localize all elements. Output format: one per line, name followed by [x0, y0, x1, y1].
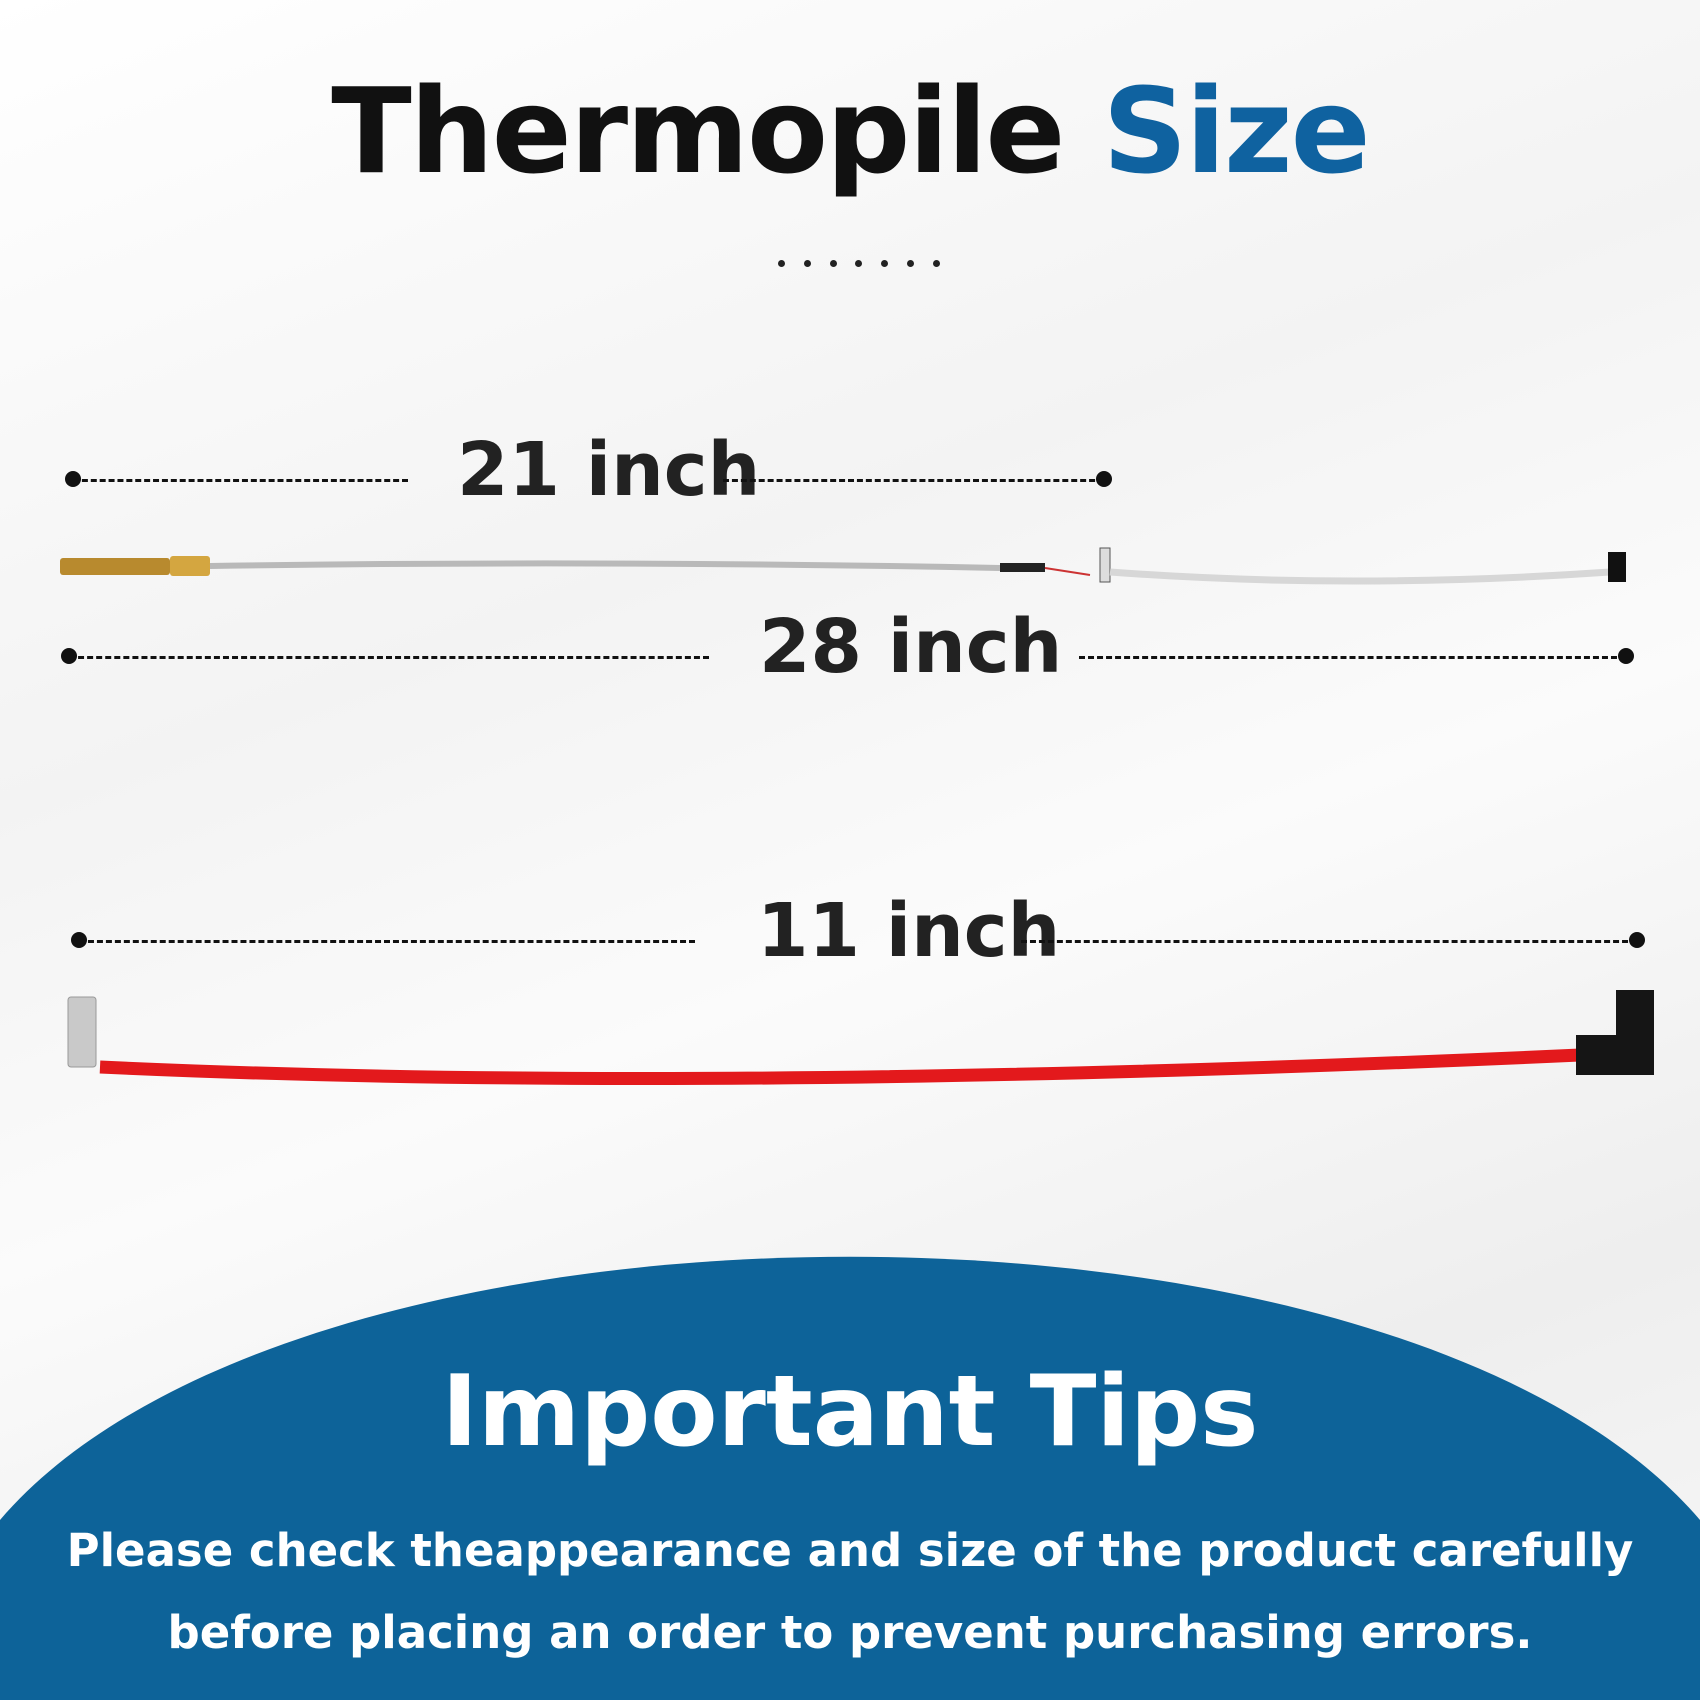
- dimension-line: [69, 656, 709, 659]
- dimension-endpoint: [1618, 648, 1634, 664]
- dimension-label: 11 inch: [757, 888, 1061, 974]
- tips-line-1: Please check theappearance and size of t…: [66, 1524, 1634, 1577]
- dimension-line: [79, 940, 695, 943]
- dimension-label: 21 inch: [457, 427, 761, 513]
- tips-text: Please check theappearance and size of t…: [0, 1510, 1700, 1674]
- decorative-dots: [778, 260, 940, 267]
- title-main: Thermopile: [331, 62, 1065, 200]
- dimension-endpoint: [1629, 932, 1645, 948]
- tips-background-arc: [0, 1256, 1700, 1700]
- red-wire-image: [67, 990, 1654, 1086]
- dimension-line: [723, 479, 1104, 482]
- dimension-line: [73, 479, 408, 482]
- dimension-line: [1079, 656, 1626, 659]
- thermocouple-image: [60, 547, 1626, 585]
- dimension-endpoint: [1096, 471, 1112, 487]
- tips-title: Important Tips: [441, 1355, 1259, 1469]
- dimension-label: 28 inch: [759, 604, 1063, 690]
- dimension-line: [1021, 940, 1637, 943]
- title-accent: Size: [1102, 62, 1371, 200]
- page-title: Thermopile Size: [0, 62, 1700, 200]
- tips-line-2: before placing an order to prevent purch…: [167, 1606, 1533, 1659]
